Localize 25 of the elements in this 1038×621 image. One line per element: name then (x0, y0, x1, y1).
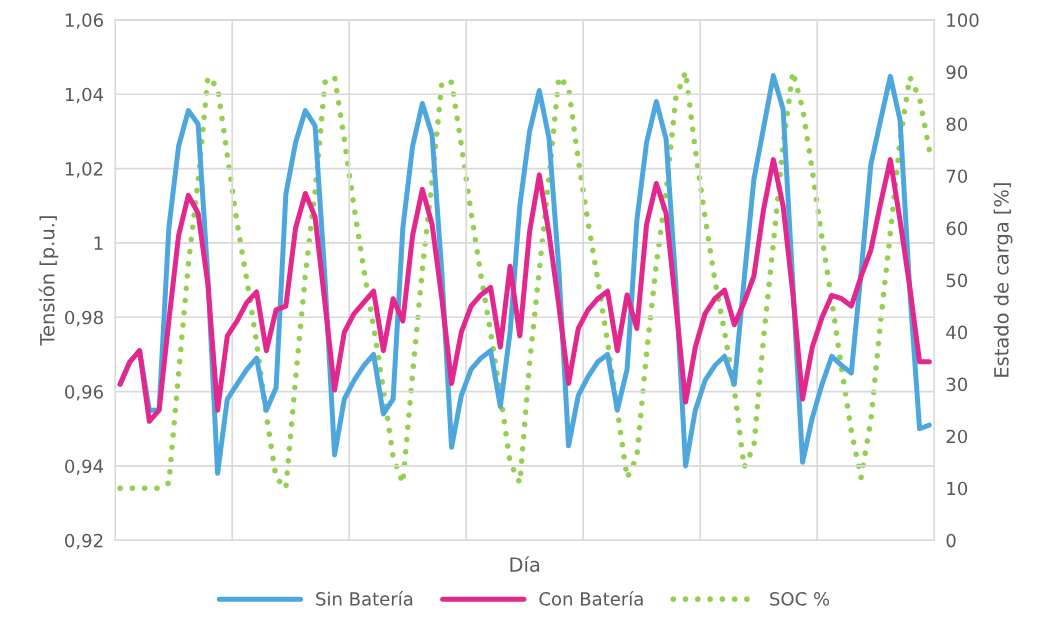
y2-tick-label: 40 (946, 325, 968, 340)
y2-tick-label: 100 (947, 13, 979, 27)
y-tick-label: 1 (94, 236, 103, 250)
y2-tick-label: 60 (946, 221, 968, 236)
x-axis-title: Día (510, 556, 540, 572)
legend-label: Con Batería (539, 591, 643, 606)
y2-tick-label: 30 (946, 377, 968, 392)
y-tick-label: 0,98 (65, 310, 103, 327)
legend-label: SOC % (770, 592, 830, 606)
y2-tick-label: 10 (947, 481, 968, 496)
y-tick-label: 1,06 (65, 13, 103, 29)
y2-tick-label: 70 (946, 169, 968, 184)
y-tick-label: 1,04 (65, 87, 104, 104)
y2-tick-label: 20 (946, 429, 968, 444)
y2-tick-label: 50 (946, 273, 968, 288)
y2-tick-label: 80 (946, 117, 968, 132)
y2-axis-title: Estado de carga [%] (993, 183, 1013, 377)
y-tick-label: 0,96 (65, 385, 103, 401)
y-tick-label: 0,94 (65, 459, 104, 475)
legend-label: Sin Batería (316, 591, 413, 606)
y2-tick-label: 0 (946, 533, 956, 548)
y-tick-label: 1,02 (65, 162, 103, 178)
y-axis-title: Tensión [p.u.] (38, 216, 59, 346)
y2-tick-label: 90 (946, 65, 968, 80)
y-tick-label: 0,92 (65, 533, 103, 550)
